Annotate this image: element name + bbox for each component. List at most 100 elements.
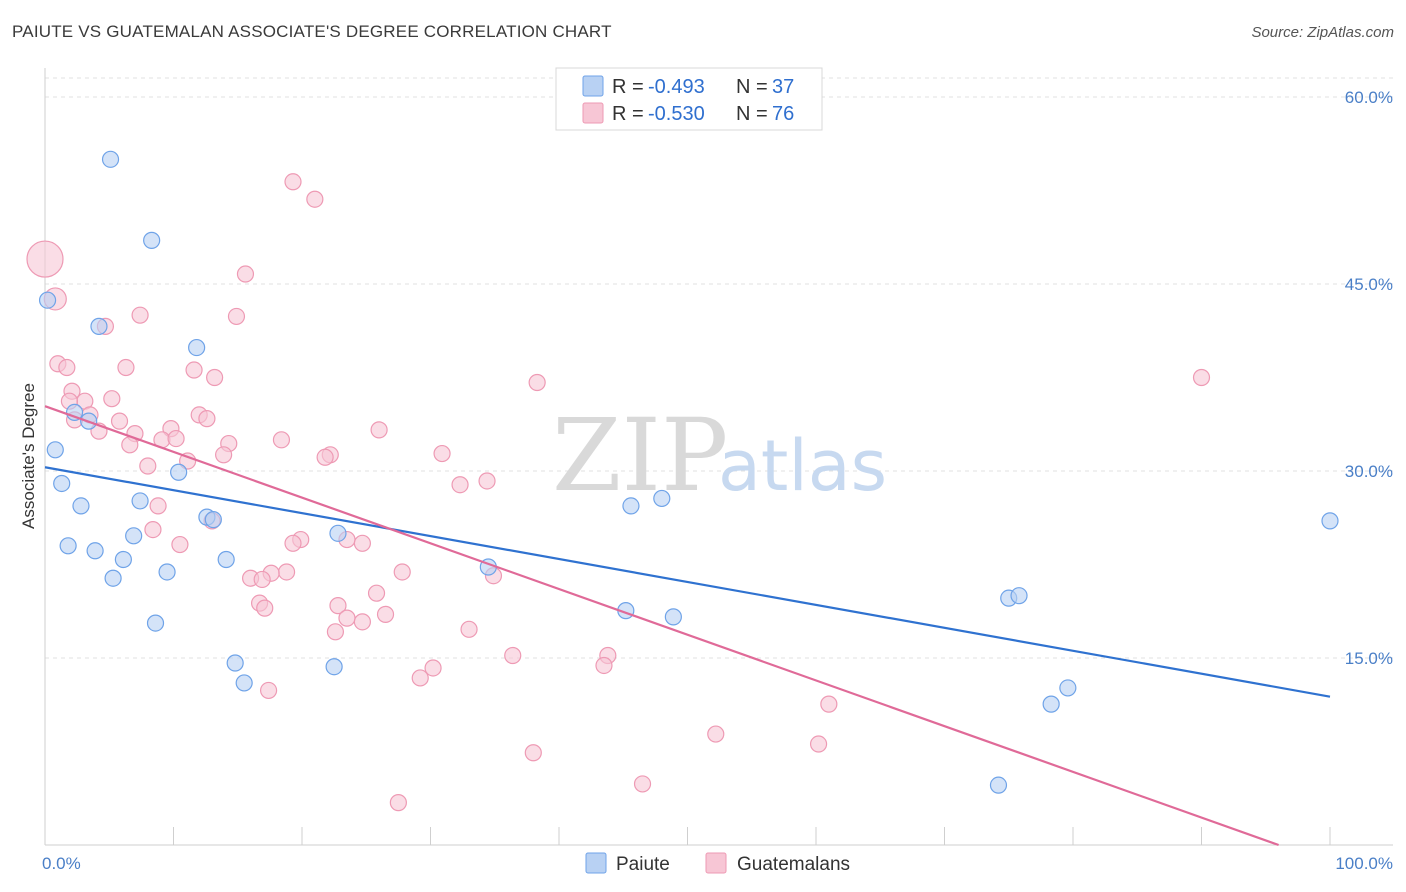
point-guatemalans-27 xyxy=(370,421,388,439)
point-paiute-27 xyxy=(664,608,682,626)
legend-guatemalans-r-value: -0.530 xyxy=(648,103,705,125)
point-guatemalans-30 xyxy=(272,431,291,449)
legend-guatemalans-n-label: N = xyxy=(736,103,768,125)
watermark-zip: ZIP xyxy=(552,397,728,514)
point-guatemalans-33 xyxy=(433,444,451,463)
point-guatemalans-36 xyxy=(316,448,334,466)
bottom-legend: Paiute Guatemalans xyxy=(585,852,850,875)
point-paiute-35 xyxy=(1059,679,1077,697)
point-paiute-34 xyxy=(1042,695,1060,713)
data-points xyxy=(26,150,1339,812)
point-paiute-19 xyxy=(86,542,104,560)
point-guatemalans-17 xyxy=(103,390,121,408)
legend-paiute-r-value: -0.493 xyxy=(648,76,705,98)
point-paiute-9 xyxy=(170,463,188,481)
point-guatemalans-29 xyxy=(167,429,185,448)
point-guatemalans-13 xyxy=(528,373,546,392)
trend-line-guatemalans xyxy=(44,405,1279,847)
point-guatemalans-41 xyxy=(149,497,167,515)
chart-title: PAIUTE VS GUATEMALAN ASSOCIATE'S DEGREE … xyxy=(12,22,612,41)
point-guatemalans-64 xyxy=(504,646,522,665)
point-paiute-16 xyxy=(622,497,640,515)
point-paiute-21 xyxy=(217,550,235,569)
point-paiute-32 xyxy=(325,658,343,676)
point-guatemalans-47 xyxy=(284,534,302,552)
chart-source: Source: ZipAtlas.com xyxy=(1251,24,1394,41)
y-tick-label-60: 60.0% xyxy=(1345,88,1393,107)
point-paiute-2 xyxy=(38,291,57,309)
point-guatemalans-73 xyxy=(524,744,542,762)
point-guatemalans-52 xyxy=(253,570,271,589)
legend-paiute-r-label: R = xyxy=(612,76,644,98)
x-tick-label-start: 0.0% xyxy=(42,854,81,873)
point-guatemalans-21 xyxy=(110,412,129,430)
point-paiute-20 xyxy=(114,550,132,569)
legend-paiute-n-value: 37 xyxy=(772,76,794,98)
y-tick-label-45: 45.0% xyxy=(1345,275,1393,294)
point-paiute-31 xyxy=(226,654,244,672)
point-guatemalans-58 xyxy=(256,599,274,617)
y-tick-label-30: 30.0% xyxy=(1345,462,1393,481)
point-guatemalans-11 xyxy=(185,361,203,379)
point-guatemalans-3 xyxy=(306,190,324,208)
point-guatemalans-39 xyxy=(451,476,469,494)
legend-guatemalans-r-label: R = xyxy=(612,103,644,125)
point-guatemalans-5 xyxy=(131,306,149,324)
point-guatemalans-74 xyxy=(633,775,652,793)
point-guatemalans-60 xyxy=(376,605,395,623)
point-paiute-25 xyxy=(146,614,165,632)
point-paiute-29 xyxy=(1010,587,1028,605)
point-paiute-22 xyxy=(158,563,176,581)
legend-swatch-guatemalans xyxy=(582,102,604,124)
point-guatemalans-66 xyxy=(595,656,613,675)
point-paiute-17 xyxy=(653,489,671,508)
point-guatemalans-48 xyxy=(353,534,371,552)
point-guatemalans-75 xyxy=(389,794,407,812)
point-guatemalans-72 xyxy=(809,735,828,753)
point-guatemalans-43 xyxy=(144,520,162,539)
point-paiute-13 xyxy=(125,527,143,545)
y-axis-title: Associate's Degree xyxy=(19,383,38,529)
y-tick-label-15: 15.0% xyxy=(1345,649,1393,668)
point-guatemalans-23 xyxy=(198,410,216,428)
point-guatemalans-6 xyxy=(227,307,246,326)
point-guatemalans-71 xyxy=(707,725,725,743)
point-guatemalans-46 xyxy=(171,535,189,554)
trend-line-paiute xyxy=(44,466,1331,698)
legend-paiute-n-label: N = xyxy=(736,76,768,98)
point-paiute-0 xyxy=(101,150,120,168)
axes xyxy=(44,68,1393,846)
point-guatemalans-53 xyxy=(393,563,411,581)
trend-lines xyxy=(44,405,1331,847)
legend-guatemalans-n-value: 76 xyxy=(772,103,794,125)
point-paiute-10 xyxy=(72,497,90,515)
point-guatemalans-55 xyxy=(367,584,386,602)
point-paiute-8 xyxy=(53,474,71,493)
point-paiute-14 xyxy=(204,511,222,529)
point-paiute-33 xyxy=(235,674,253,692)
point-paiute-23 xyxy=(104,569,122,587)
point-guatemalans-61 xyxy=(353,613,371,631)
legend-box: R = -0.493 N = 37 R = -0.530 N = 76 xyxy=(555,67,823,131)
point-paiute-18 xyxy=(59,537,77,555)
point-paiute-3 xyxy=(90,317,108,335)
point-guatemalans-38 xyxy=(139,457,157,475)
point-guatemalans-12 xyxy=(206,368,224,387)
bottom-legend-swatch-paiute xyxy=(585,852,607,874)
legend-swatch-paiute xyxy=(582,75,604,97)
bottom-legend-swatch-guatemalans xyxy=(705,852,727,874)
watermark: ZIP atlas xyxy=(552,397,887,514)
point-paiute-15 xyxy=(329,524,347,542)
point-guatemalans-68 xyxy=(411,669,429,687)
point-paiute-7 xyxy=(46,441,64,459)
watermark-atlas: atlas xyxy=(718,425,887,507)
point-guatemalans-9 xyxy=(58,358,76,377)
y-tick-labels: 15.0% 30.0% 45.0% 60.0% xyxy=(1345,88,1393,668)
point-guatemalans-4 xyxy=(236,265,255,283)
point-guatemalans-63 xyxy=(460,620,478,638)
point-guatemalans-35 xyxy=(215,446,233,464)
point-guatemalans-14 xyxy=(1192,368,1211,387)
point-guatemalans-2 xyxy=(284,173,302,191)
point-guatemalans-40 xyxy=(478,472,496,490)
